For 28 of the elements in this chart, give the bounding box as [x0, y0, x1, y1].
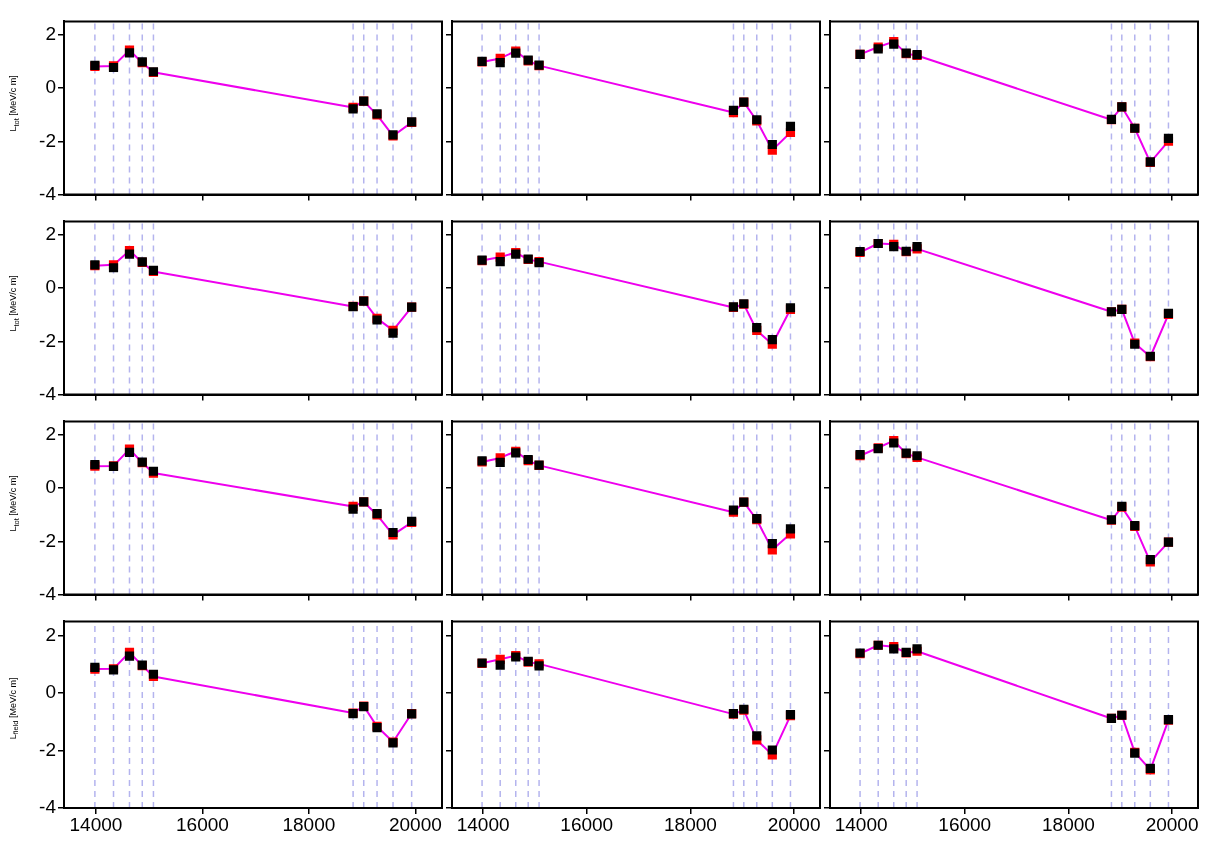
y-tick-label: -4 — [39, 582, 57, 604]
y-tick-label: -2 — [39, 329, 56, 351]
y-tick-label: -2 — [39, 738, 56, 760]
x-tick-label: 20000 — [1145, 813, 1199, 835]
y-tick-label: 0 — [45, 681, 56, 703]
y-tick-label: 2 — [45, 623, 56, 645]
y-tick-label: -4 — [39, 382, 57, 404]
y-tick-label: -2 — [39, 129, 56, 151]
x-tick-label: 16000 — [560, 813, 614, 835]
x-tick-label: 16000 — [938, 813, 992, 835]
y-tick-label: 2 — [45, 222, 56, 244]
y-tick-label: 0 — [45, 476, 56, 498]
y-tick-label: 2 — [45, 22, 56, 44]
y-tick-label: -2 — [39, 529, 56, 551]
y-tick-label: 0 — [45, 76, 56, 98]
x-tick-label: 18000 — [664, 813, 717, 835]
x-tick-label: 14000 — [456, 813, 510, 835]
x-tick-label: 16000 — [176, 813, 229, 835]
x-tick-label: 18000 — [282, 813, 336, 835]
y-tick-label: 0 — [45, 276, 56, 298]
y-tick-label: -4 — [39, 796, 57, 818]
x-tick-label: 14000 — [69, 813, 123, 835]
x-tick-label: 18000 — [1042, 813, 1095, 835]
x-tick-label: 20000 — [388, 813, 442, 835]
x-tick-label: 20000 — [767, 813, 821, 835]
y-tick-label: 2 — [45, 422, 56, 444]
y-tick-label: -4 — [39, 182, 57, 204]
x-tick-label: 14000 — [834, 813, 888, 835]
